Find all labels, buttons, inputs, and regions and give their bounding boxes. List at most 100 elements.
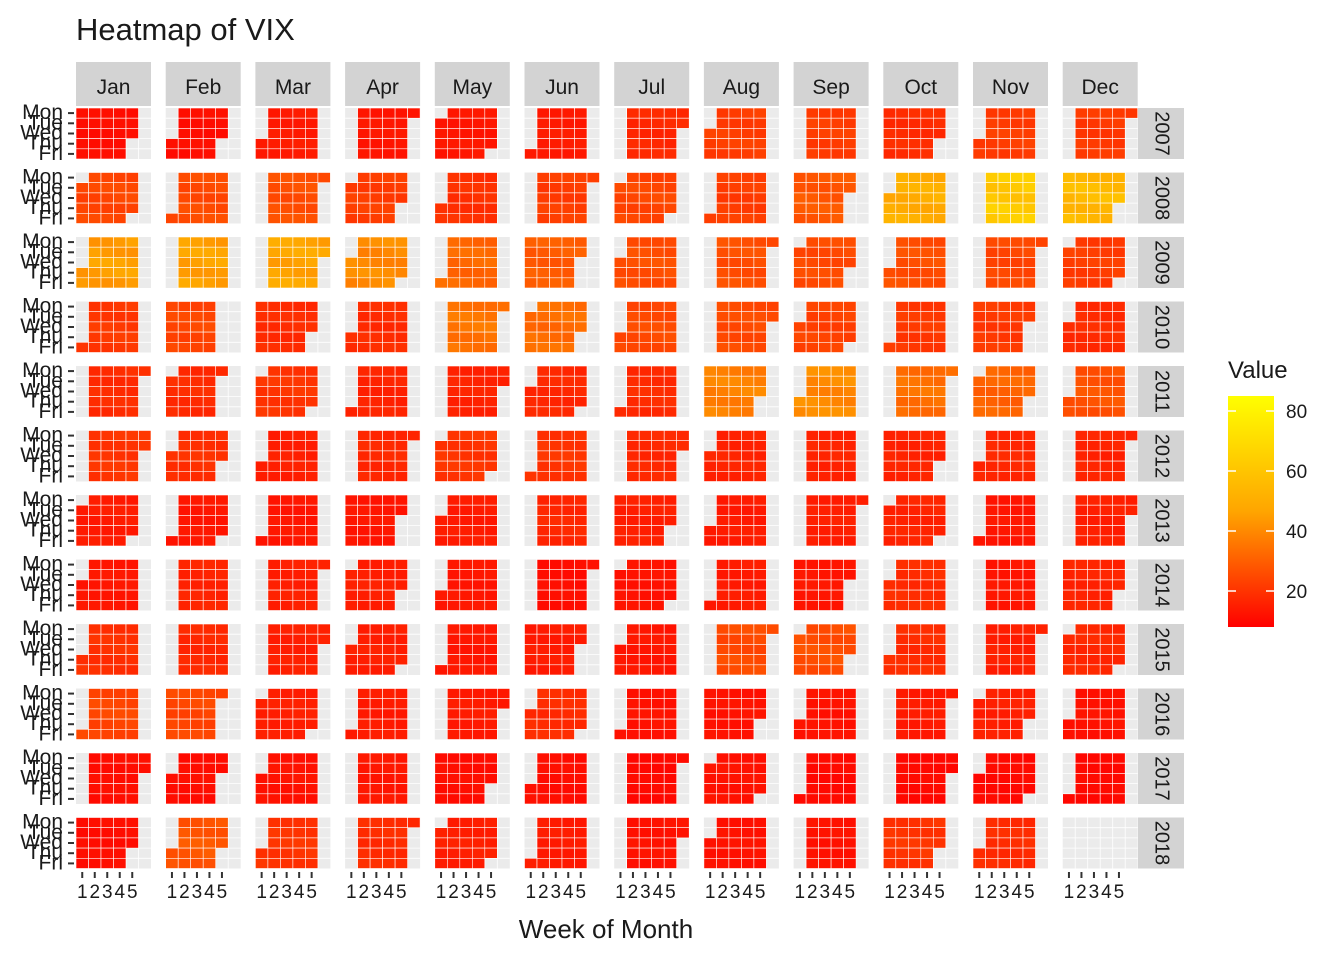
heat-cell: [215, 827, 229, 839]
heat-cell: [932, 579, 947, 591]
heatmap-panel-2009-Sep: [793, 236, 869, 289]
heat-cell: [113, 236, 127, 248]
heat-cell: [985, 277, 999, 289]
heat-cell: [357, 213, 371, 224]
heat-cell: [793, 599, 807, 611]
heat-cell: [1022, 589, 1036, 601]
heat-cell: [202, 633, 216, 645]
heat-cell: [1010, 579, 1024, 591]
week-tick-label: 1: [77, 882, 88, 903]
heat-cell: [471, 515, 486, 526]
heat-cell: [280, 837, 294, 849]
heat-cell: [100, 515, 114, 526]
heat-cell: [985, 752, 999, 764]
heat-cell: [1074, 470, 1088, 482]
heat-cell: [997, 107, 1011, 119]
heat-cell: [638, 698, 653, 710]
heat-cell: [716, 148, 730, 160]
heat-cell: [165, 311, 179, 323]
heat-cell: [638, 837, 653, 849]
heat-cell: [459, 773, 473, 784]
heat-cell: [728, 440, 742, 452]
heat-cell: [177, 396, 191, 408]
weekday-tick-label: Tue: [28, 498, 63, 521]
heat-cell: [382, 654, 396, 666]
heat-cell: [280, 654, 294, 666]
heat-cell: [753, 525, 767, 537]
heat-cell: [843, 837, 857, 849]
heat-cell: [818, 321, 832, 333]
heat-cell: [394, 341, 408, 353]
heat-cell: [1087, 440, 1101, 452]
heat-cell: [292, 470, 306, 482]
heat-cell: [165, 688, 179, 699]
heat-cell: [753, 708, 767, 720]
heat-cell: [369, 236, 383, 248]
heat-cell: [997, 837, 1011, 849]
heat-cell: [100, 430, 114, 441]
heat-cell: [1010, 301, 1024, 312]
heat-cell: [305, 535, 319, 547]
heat-cell: [357, 138, 371, 150]
heat-cell: [561, 579, 575, 591]
heat-cell: [985, 847, 999, 859]
heat-cell: [561, 172, 575, 183]
heat-cell: [1022, 817, 1036, 828]
heat-cell: [267, 762, 281, 774]
year-strip-label: 2011: [1151, 370, 1173, 413]
heat-cell: [985, 107, 999, 119]
heat-cell: [446, 515, 461, 526]
heat-cell: [663, 515, 678, 526]
heat-cell: [471, 236, 486, 248]
heat-cell: [267, 148, 281, 160]
heat-cell: [728, 718, 742, 730]
heat-cell: [907, 817, 922, 828]
week-tick-label: 4: [563, 882, 574, 903]
heat-cell: [369, 321, 383, 333]
heat-cell: [305, 192, 319, 204]
heat-cell: [1074, 128, 1088, 139]
heat-cell: [202, 762, 216, 774]
heat-cell: [100, 708, 114, 720]
heat-cell: [830, 341, 844, 353]
week-tick-label: 1: [795, 882, 806, 903]
heat-cell: [369, 644, 383, 655]
heat-cell: [997, 406, 1011, 418]
heat-cell: [1099, 341, 1113, 353]
year-strip-label: 2009: [1151, 240, 1173, 285]
heatmap-panel-2018-Jan: [75, 817, 151, 869]
heat-cell: [255, 857, 269, 869]
heat-cell: [255, 386, 269, 397]
week-tick-label: 1: [256, 882, 267, 903]
heat-cell: [651, 450, 665, 462]
heat-cell: [369, 827, 383, 839]
heat-cell: [561, 301, 575, 312]
heat-cell: [177, 857, 191, 869]
heatmap-panel-2009-May: [434, 236, 510, 289]
heat-cell: [190, 440, 204, 452]
heat-cell: [626, 718, 640, 730]
heat-cell: [716, 128, 730, 139]
heat-cell: [369, 698, 383, 710]
heat-cell: [1022, 128, 1036, 139]
heat-cell: [920, 246, 934, 258]
heat-cell: [985, 698, 999, 710]
heat-cell: [446, 589, 461, 601]
heat-cell: [369, 117, 383, 129]
heat-cell: [741, 321, 755, 333]
heat-cell: [741, 138, 755, 150]
heat-cell: [805, 202, 819, 214]
heat-cell: [344, 535, 358, 547]
heatmap-panel-2014-Dec: [1062, 559, 1138, 611]
heat-cell: [125, 762, 139, 774]
heat-cell: [972, 341, 986, 353]
heat-cell: [818, 664, 832, 676]
heat-cell: [920, 138, 934, 150]
heat-cell: [471, 857, 486, 869]
week-tick-label: 4: [204, 882, 215, 903]
heatmap-panel-2017-Oct: [883, 752, 959, 805]
heat-cell: [1022, 708, 1036, 720]
heat-cell: [882, 450, 897, 462]
weekday-tick-label: Fri: [39, 400, 64, 423]
heat-cell: [741, 837, 755, 849]
